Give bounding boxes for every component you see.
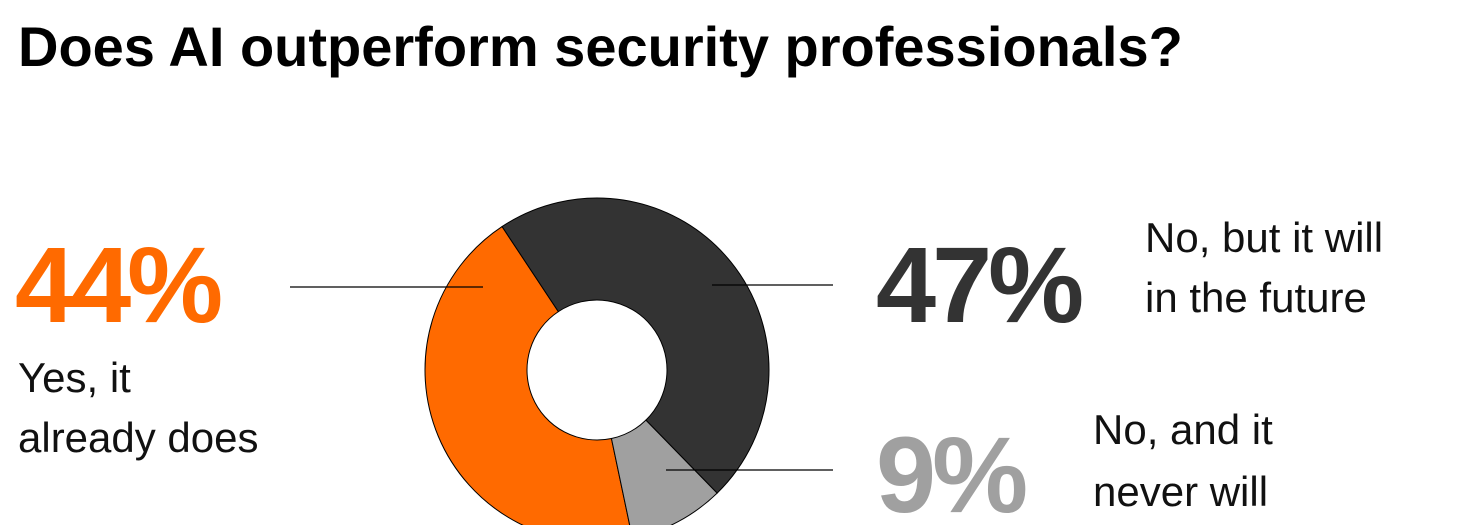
value-label: 9% xyxy=(876,414,1026,525)
pie-slice xyxy=(501,197,770,494)
category-label: No, but it will in the future xyxy=(1145,214,1383,321)
pie-slice xyxy=(424,225,631,525)
value-label: 44% xyxy=(15,224,221,345)
pie-slice xyxy=(610,419,718,525)
value-label: 47% xyxy=(876,224,1082,345)
category-label: Yes, it already does xyxy=(18,354,259,461)
category-label: No, and it never will xyxy=(1093,406,1273,515)
chart-title: Does AI outperform security professional… xyxy=(18,15,1183,78)
